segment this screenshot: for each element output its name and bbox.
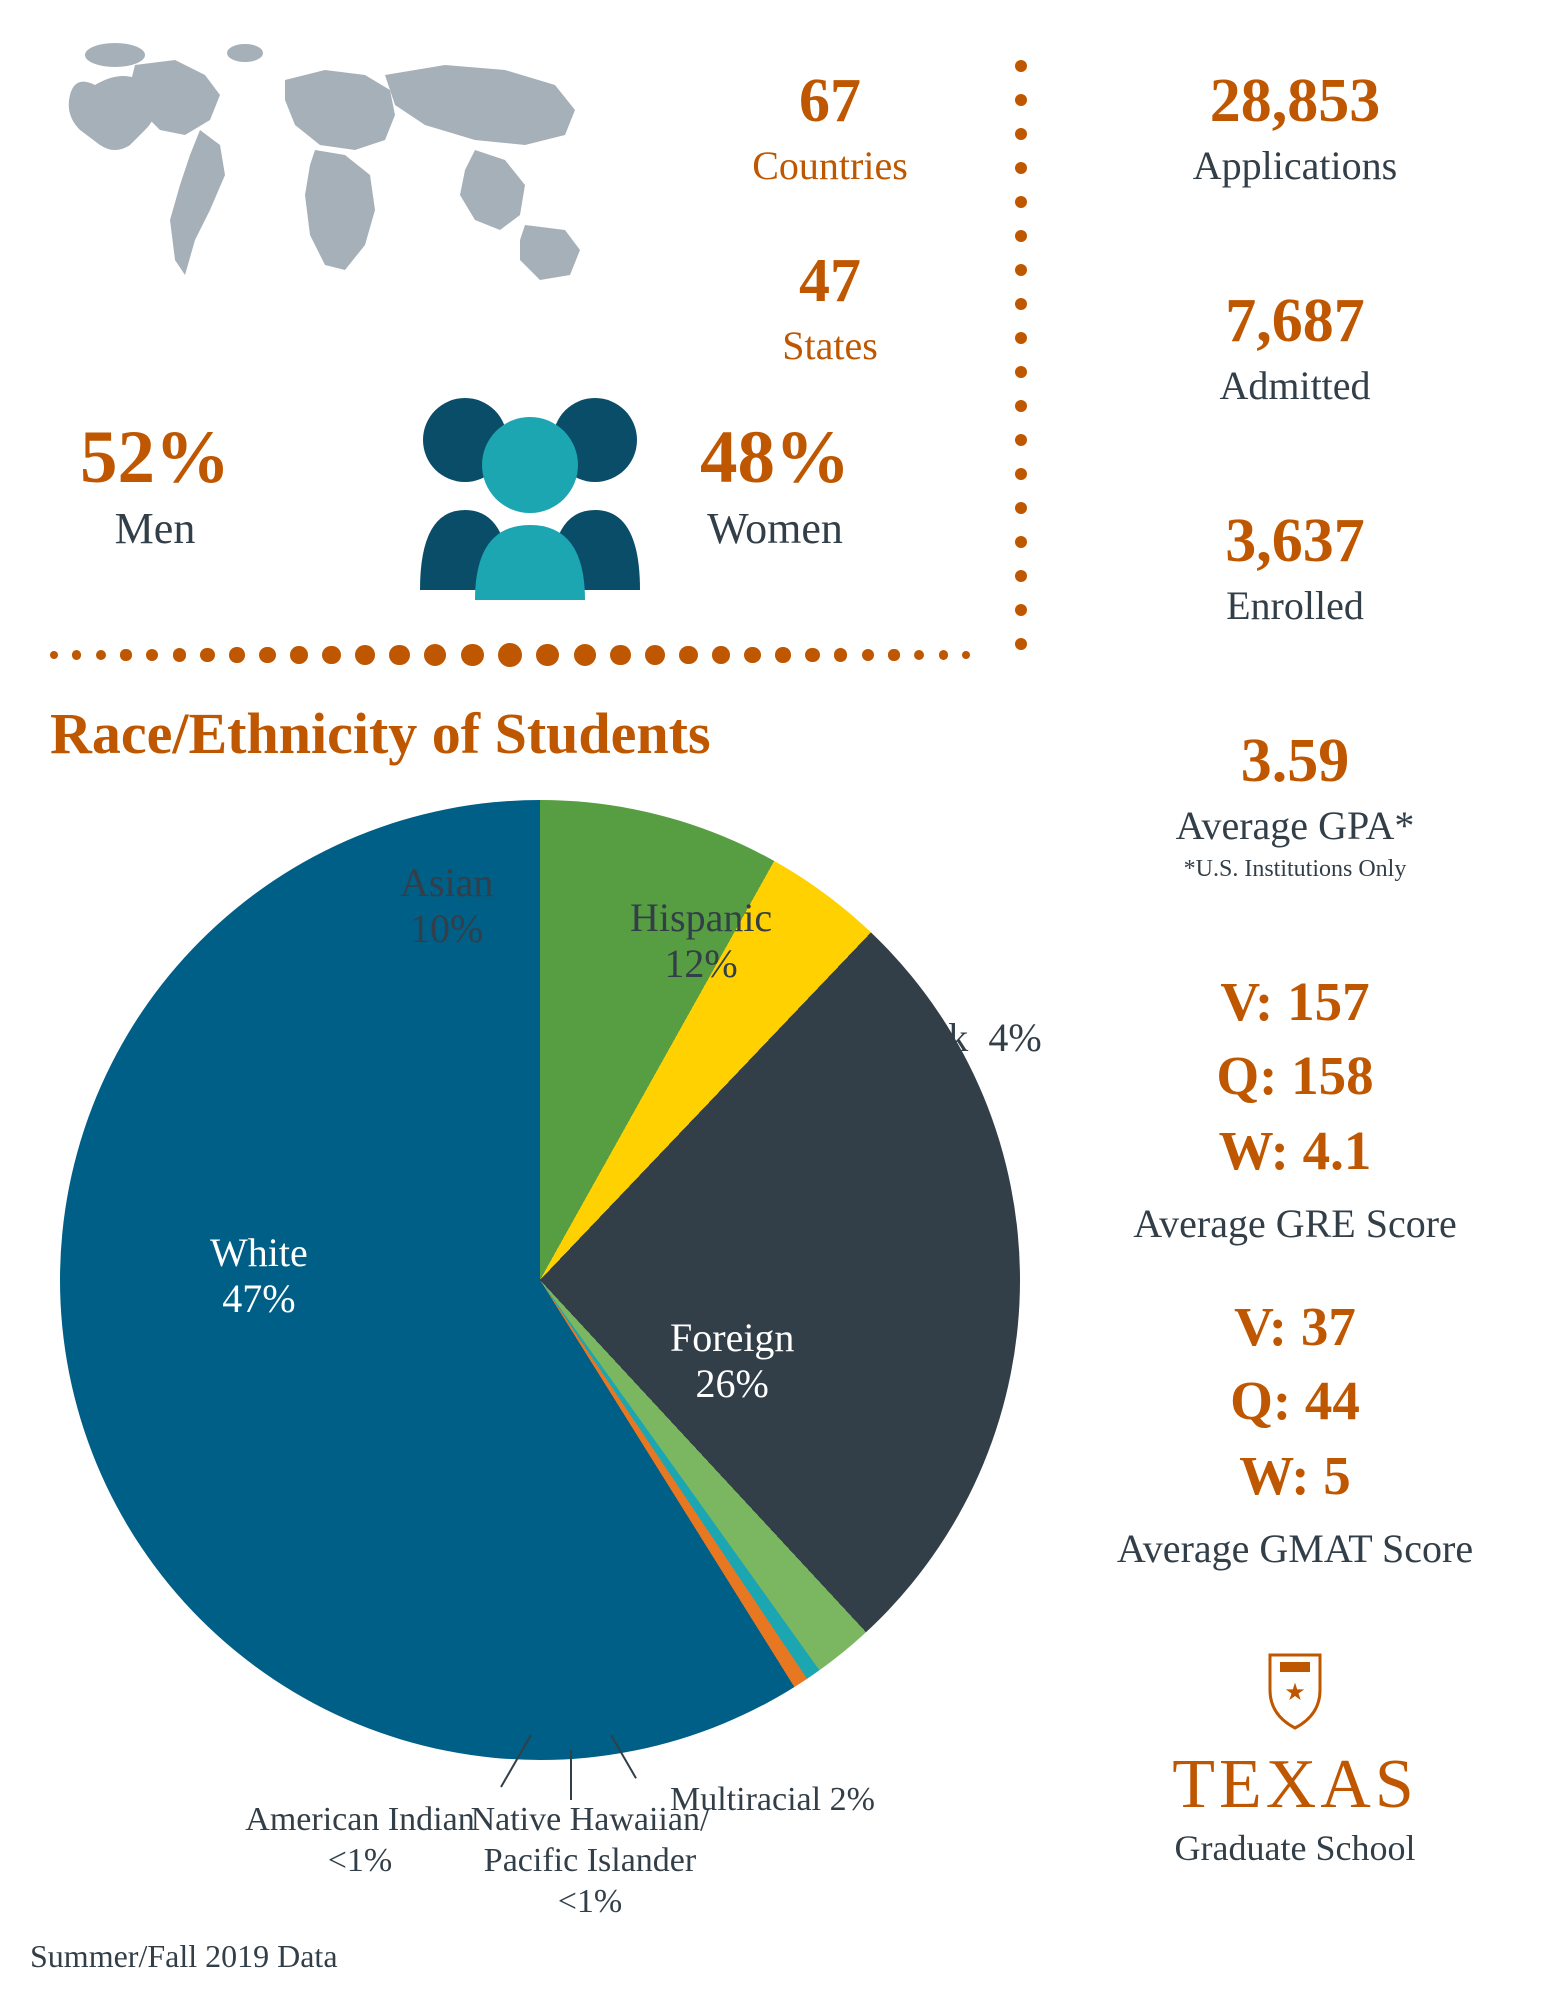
pie-label-hispanic: Hispanic12% bbox=[630, 895, 772, 987]
pie-chart: Asian10% Hispanic12% Black 4% Foreign26%… bbox=[60, 800, 1020, 1760]
pie-label-white: White47% bbox=[210, 1230, 308, 1322]
gpa-value: 3.59 bbox=[1085, 730, 1505, 792]
applications-label: Applications bbox=[1085, 142, 1505, 190]
women-label: Women bbox=[700, 503, 850, 556]
states-value: 47 bbox=[690, 250, 970, 312]
states-label: States bbox=[690, 322, 970, 370]
men-pct: 52% bbox=[80, 420, 230, 495]
enrolled-value: 3,637 bbox=[1085, 510, 1505, 572]
horizontal-divider bbox=[50, 640, 970, 670]
gpa-stat: 3.59 Average GPA* *U.S. Institutions Onl… bbox=[1085, 730, 1505, 883]
women-stat: 48% Women bbox=[700, 420, 850, 556]
world-map-icon bbox=[45, 35, 605, 335]
people-icon bbox=[400, 380, 660, 600]
gmat-label: Average GMAT Score bbox=[1085, 1525, 1505, 1572]
logo-main: TEXAS bbox=[1085, 1745, 1505, 1825]
gpa-label: Average GPA* bbox=[1085, 802, 1505, 850]
gmat-q: Q: 44 bbox=[1085, 1364, 1505, 1438]
pie-label-amind: American Indian<1% bbox=[230, 1800, 490, 1882]
logo-sub: Graduate School bbox=[1085, 1827, 1505, 1869]
gmat-w: W: 5 bbox=[1085, 1439, 1505, 1513]
countries-label: Countries bbox=[690, 142, 970, 190]
applications-stat: 28,853 Applications bbox=[1085, 70, 1505, 190]
admitted-stat: 7,687 Admitted bbox=[1085, 290, 1505, 410]
gmat-stat: V: 37 Q: 44 W: 5 Average GMAT Score bbox=[1085, 1290, 1505, 1572]
admitted-label: Admitted bbox=[1085, 362, 1505, 410]
pie-label-black: Black 4% bbox=[875, 1015, 1042, 1061]
countries-stat: 67 Countries bbox=[690, 70, 970, 190]
vertical-divider bbox=[1015, 60, 1027, 672]
gmat-v: V: 37 bbox=[1085, 1290, 1505, 1364]
men-stat: 52% Men bbox=[80, 420, 230, 556]
gre-label: Average GRE Score bbox=[1085, 1200, 1505, 1247]
enrolled-label: Enrolled bbox=[1085, 582, 1505, 630]
enrolled-stat: 3,637 Enrolled bbox=[1085, 510, 1505, 630]
pie-label-asian: Asian10% bbox=[400, 860, 493, 952]
admitted-value: 7,687 bbox=[1085, 290, 1505, 352]
pie-title: Race/Ethnicity of Students bbox=[50, 700, 711, 767]
states-stat: 47 States bbox=[690, 250, 970, 370]
men-label: Men bbox=[80, 503, 230, 556]
women-pct: 48% bbox=[700, 420, 850, 495]
shield-icon: ★ bbox=[1260, 1650, 1330, 1730]
svg-text:★: ★ bbox=[1284, 1680, 1306, 1706]
gre-w: W: 4.1 bbox=[1085, 1114, 1505, 1188]
gpa-note: *U.S. Institutions Only bbox=[1085, 856, 1505, 883]
footer-note: Summer/Fall 2019 Data bbox=[30, 1938, 338, 1975]
countries-value: 67 bbox=[690, 70, 970, 132]
gre-stat: V: 157 Q: 158 W: 4.1 Average GRE Score bbox=[1085, 965, 1505, 1247]
pie-label-foreign: Foreign26% bbox=[670, 1315, 794, 1407]
gre-v: V: 157 bbox=[1085, 965, 1505, 1039]
applications-value: 28,853 bbox=[1085, 70, 1505, 132]
gre-q: Q: 158 bbox=[1085, 1039, 1505, 1113]
texas-logo: ★ TEXAS Graduate School bbox=[1085, 1650, 1505, 1869]
